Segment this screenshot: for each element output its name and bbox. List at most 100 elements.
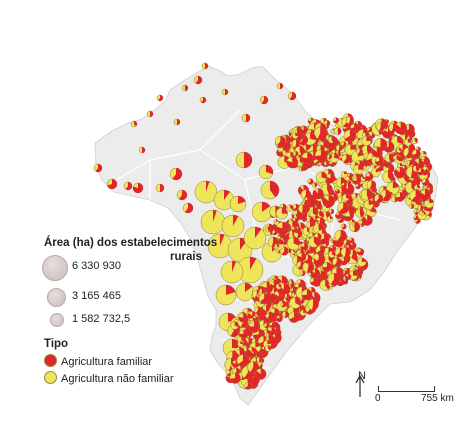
pie-familiar-slice <box>338 144 343 152</box>
pie-familiar-slice <box>399 163 403 167</box>
pie-familiar-slice <box>381 118 388 130</box>
pie-familiar-slice <box>353 271 358 276</box>
pie-familiar-slice <box>278 238 285 245</box>
pie-familiar-slice <box>299 134 308 145</box>
pie-familiar-slice <box>313 258 316 263</box>
pie-familiar-slice <box>357 248 364 256</box>
pie-familiar-slice <box>226 285 236 295</box>
pie-familiar-slice <box>322 195 335 208</box>
pie-familiar-slice <box>412 149 421 158</box>
pie-familiar-slice <box>345 193 350 200</box>
pie-familiar-slice <box>350 123 358 132</box>
pie-familiar-slice <box>423 171 428 176</box>
legend-tipo-title: Tipo <box>44 338 69 350</box>
pie-familiar-slice <box>342 278 348 285</box>
pie-familiar-slice <box>374 157 384 166</box>
pie-familiar-slice <box>354 267 361 273</box>
pie-familiar-slice <box>414 138 418 144</box>
pie-familiar-slice <box>312 210 317 215</box>
pie-familiar-slice <box>266 165 274 175</box>
pie-familiar-slice <box>341 182 347 188</box>
pie-familiar-slice <box>410 177 417 184</box>
pie-familiar-slice <box>285 136 289 143</box>
pie-familiar-slice <box>350 144 356 150</box>
pie-familiar-slice <box>264 322 270 329</box>
pie-familiar-slice <box>275 222 289 235</box>
pie-familiar-slice <box>293 237 301 246</box>
pie-familiar-slice <box>262 202 271 212</box>
pie-familiar-slice <box>133 183 143 194</box>
pie-familiar-slice <box>307 194 316 208</box>
pie-familiar-slice <box>420 204 424 211</box>
pie-familiar-slice <box>286 293 289 298</box>
pie-familiar-slice <box>361 257 367 263</box>
pie-symbols <box>93 62 435 390</box>
pie-familiar-slice <box>238 313 248 323</box>
pie-familiar-slice <box>398 147 402 152</box>
pie-familiar-slice <box>172 168 182 180</box>
pie-familiar-slice <box>281 302 286 308</box>
pie-familiar-slice <box>259 356 263 363</box>
pie-familiar-slice <box>342 141 347 147</box>
pie-familiar-slice <box>394 121 407 135</box>
pie-familiar-slice <box>312 188 324 199</box>
pie-familiar-slice <box>107 179 117 189</box>
pie-familiar-slice <box>348 116 354 125</box>
pie-familiar-slice <box>225 89 228 95</box>
pie-familiar-slice <box>301 152 313 164</box>
pie-familiar-slice <box>301 166 304 172</box>
pie-familiar-slice <box>334 257 342 267</box>
pie-familiar-slice <box>301 289 313 300</box>
pie-familiar-slice <box>309 268 320 279</box>
pie-familiar-slice <box>379 138 387 152</box>
pie-familiar-slice <box>348 237 355 244</box>
north-label: N <box>358 370 366 382</box>
pie-familiar-slice <box>295 151 299 157</box>
pie-familiar-slice <box>177 119 180 125</box>
pie-familiar-slice <box>95 164 102 173</box>
pie-familiar-slice <box>261 96 268 105</box>
pie-familiar-slice <box>413 215 419 220</box>
pie-familiar-slice <box>415 217 421 224</box>
pie-familiar-slice <box>421 210 425 213</box>
pie-familiar-slice <box>303 309 307 313</box>
pie-familiar-slice <box>352 176 362 185</box>
pie-familiar-slice <box>323 141 329 149</box>
legend-size-medium-label: 3 165 465 <box>72 290 121 302</box>
pie-familiar-slice <box>239 329 248 338</box>
pie-familiar-slice <box>348 241 357 250</box>
pie-familiar-slice <box>319 210 324 218</box>
pie-familiar-slice <box>286 156 298 169</box>
pie-familiar-slice <box>392 181 400 189</box>
pie-familiar-slice <box>325 173 336 184</box>
pie-familiar-slice <box>382 189 392 202</box>
pie-familiar-slice <box>415 165 420 172</box>
pie-familiar-slice <box>134 121 137 127</box>
pie-familiar-slice <box>330 273 340 286</box>
pie-familiar-slice <box>304 254 313 264</box>
familiar-swatch <box>44 354 57 367</box>
legend-tipo-nao-familiar: Agricultura não familiar <box>44 371 174 385</box>
legend-circle-small <box>50 313 64 327</box>
pie-familiar-slice <box>284 311 289 318</box>
pie-familiar-slice <box>248 321 260 332</box>
pie-familiar-slice <box>351 249 357 258</box>
pie-familiar-slice <box>150 111 153 117</box>
pie-familiar-slice <box>375 194 383 203</box>
pie-familiar-slice <box>417 168 425 176</box>
pie-familiar-slice <box>255 368 267 380</box>
pie-familiar-slice <box>289 92 297 101</box>
pie-familiar-slice <box>272 297 280 305</box>
pie-familiar-slice <box>379 122 385 131</box>
pie-familiar-slice <box>195 76 202 84</box>
pie-familiar-slice <box>369 206 375 212</box>
pie-familiar-slice <box>411 190 422 203</box>
pie-familiar-slice <box>343 154 351 164</box>
pie-familiar-slice <box>355 174 358 179</box>
legend-size-small-label: 1 582 732,5 <box>72 313 131 325</box>
pie-familiar-slice <box>419 189 431 201</box>
pie-familiar-slice <box>405 147 414 158</box>
pie-familiar-slice <box>338 202 349 214</box>
pie-familiar-slice <box>267 340 272 345</box>
